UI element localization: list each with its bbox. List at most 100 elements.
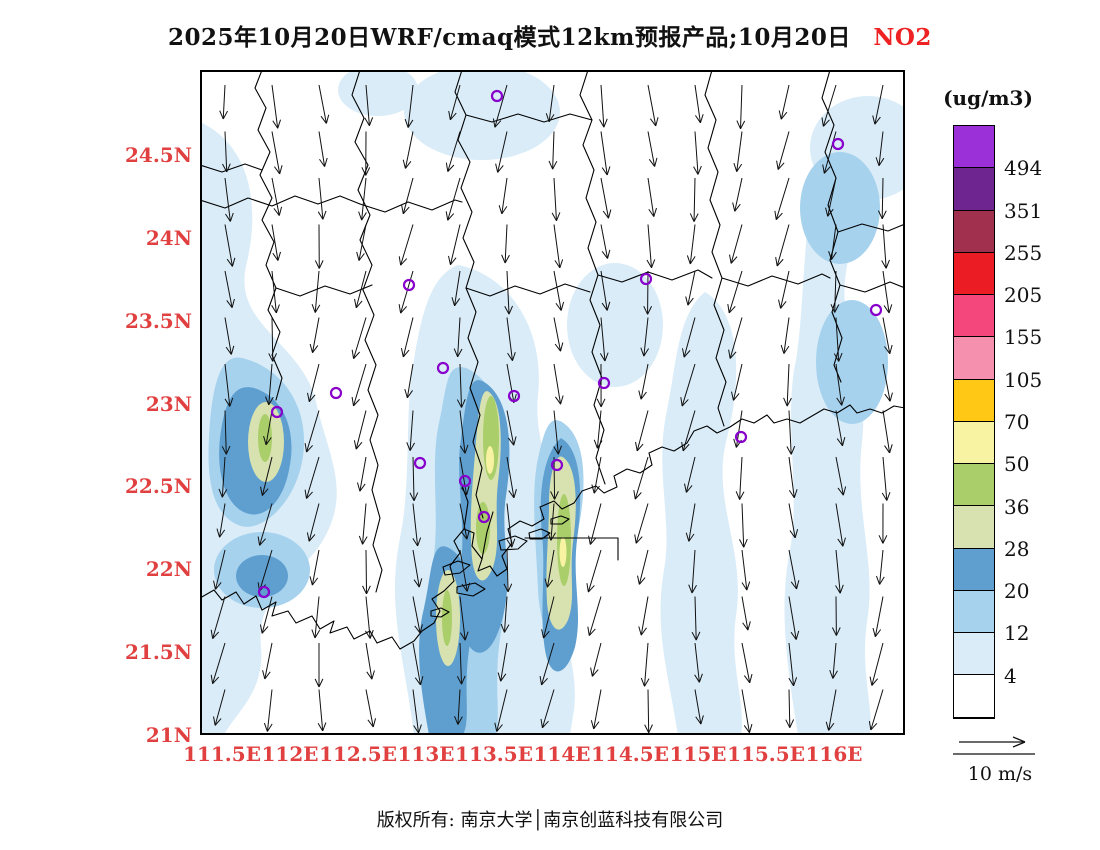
station-marker: [329, 386, 343, 400]
wind-arrow: [647, 131, 658, 167]
province-boundary: [721, 273, 831, 287]
no2-region-top-left: [338, 70, 418, 116]
station-marker: [869, 303, 883, 317]
station-marker: [458, 474, 472, 488]
wind-arrow: [647, 84, 659, 127]
wind-arrow: [835, 503, 846, 547]
wind-arrow: [216, 503, 226, 538]
wind-arrow: [448, 84, 461, 121]
wind-arrow: [412, 689, 422, 734]
wind-arrow: [314, 224, 324, 269]
legend-swatch: [954, 337, 994, 380]
lat-tick-label: 22N: [145, 557, 192, 582]
wind-arrow: [882, 363, 893, 402]
wind-arrow: [365, 689, 377, 728]
wind-arrow: [872, 596, 884, 638]
wind-arrow: [260, 456, 273, 496]
wind-arrow: [876, 549, 885, 585]
wind-arrow: [600, 177, 612, 219]
wind-arrow: [492, 84, 508, 128]
station-markers: [257, 89, 883, 599]
wind-arrow: [401, 177, 414, 215]
wind-arrow: [684, 456, 696, 493]
wind-arrow: [831, 596, 841, 636]
wind-arrow: [501, 224, 510, 264]
legend-value-label: 351: [1004, 198, 1043, 223]
wind-arrow: [445, 131, 461, 172]
wind-arrow: [646, 224, 656, 269]
wind-arrow: [785, 689, 795, 728]
wind-arrow: [304, 456, 320, 499]
wind-arrow: [356, 456, 367, 492]
wind-arrow: [400, 317, 414, 358]
wind-arrow: [263, 689, 273, 732]
lat-tick-label: 23N: [145, 391, 192, 416]
wind-arrow: [404, 84, 414, 128]
wind-arrow: [686, 224, 696, 265]
legend-value-label: 36: [1004, 494, 1030, 519]
station-marker: [639, 272, 653, 286]
station-marker: [507, 389, 521, 403]
legend-swatch: [954, 548, 994, 591]
legend-swatch: [954, 168, 994, 211]
wind-arrow: [591, 456, 602, 494]
wind-arrow: [506, 503, 516, 548]
lon-tick-label: 111.5E: [183, 742, 261, 766]
wind-arrow: [593, 410, 603, 449]
wind-arrow: [459, 549, 471, 592]
wind-arrow: [788, 596, 800, 640]
legend-swatch: [954, 675, 994, 718]
wind-arrow: [586, 549, 602, 593]
island: [498, 535, 528, 551]
wind-arrow: [259, 596, 273, 634]
wind-arrow: [637, 549, 649, 585]
wind-arrow: [224, 270, 235, 308]
wind-arrow: [362, 549, 371, 595]
wind-arrow: [545, 84, 555, 123]
legend-value-label: 4: [1004, 663, 1017, 688]
wind-arrow: [365, 596, 374, 639]
legend-swatch: [954, 506, 994, 549]
wind-arrow: [553, 224, 564, 269]
wind-arrow: [409, 456, 419, 502]
wind-arrow: [590, 642, 602, 677]
wind-arrow: [358, 503, 368, 545]
copyright: 版权所有: 南京大学│南京创蓝科技有限公司: [376, 810, 724, 831]
wind-arrow: [682, 317, 696, 358]
wind-arrow: [727, 270, 743, 314]
wind-arrow: [694, 642, 703, 683]
lat-tick-label: 21N: [145, 723, 192, 747]
wind-arrow: [271, 224, 281, 261]
wind-arrow: [451, 270, 461, 307]
wind-arrow: [351, 363, 367, 407]
province-boundary: [275, 284, 373, 297]
wind-arrow: [835, 363, 845, 406]
wind-arrow: [774, 177, 790, 221]
wind-arrow: [587, 596, 602, 636]
wind-arrow: [406, 410, 416, 451]
map-frame: [200, 70, 905, 735]
no2-region-east-top-core: [800, 152, 880, 264]
wind-arrow: [778, 270, 790, 309]
legend-swatch: [954, 464, 994, 507]
station-marker: [550, 458, 564, 472]
river-estuary-east: [481, 511, 494, 560]
lat-tick-label: 21.5N: [125, 640, 192, 665]
wind-arrow: [821, 84, 837, 127]
wind-arrow: [739, 503, 748, 548]
wind-arrow: [271, 177, 283, 216]
no2-core-south-green: [442, 590, 452, 646]
wind-arrow: [600, 224, 611, 259]
wind-arrow: [833, 317, 843, 362]
wind-arrow: [828, 224, 837, 260]
wind-arrow: [500, 596, 510, 633]
lat-tick-label: 24.5N: [125, 143, 192, 167]
no2-region-midright-band: [660, 292, 742, 735]
wind-arrow: [882, 410, 893, 454]
wind-arrow: [780, 317, 790, 354]
wind-arrow: [459, 503, 470, 540]
no2-peak-centralright-yellow: [559, 537, 567, 567]
lon-tick-label: 114E: [533, 742, 591, 766]
legend-swatch: [954, 295, 994, 338]
wind-arrow: [825, 689, 837, 731]
